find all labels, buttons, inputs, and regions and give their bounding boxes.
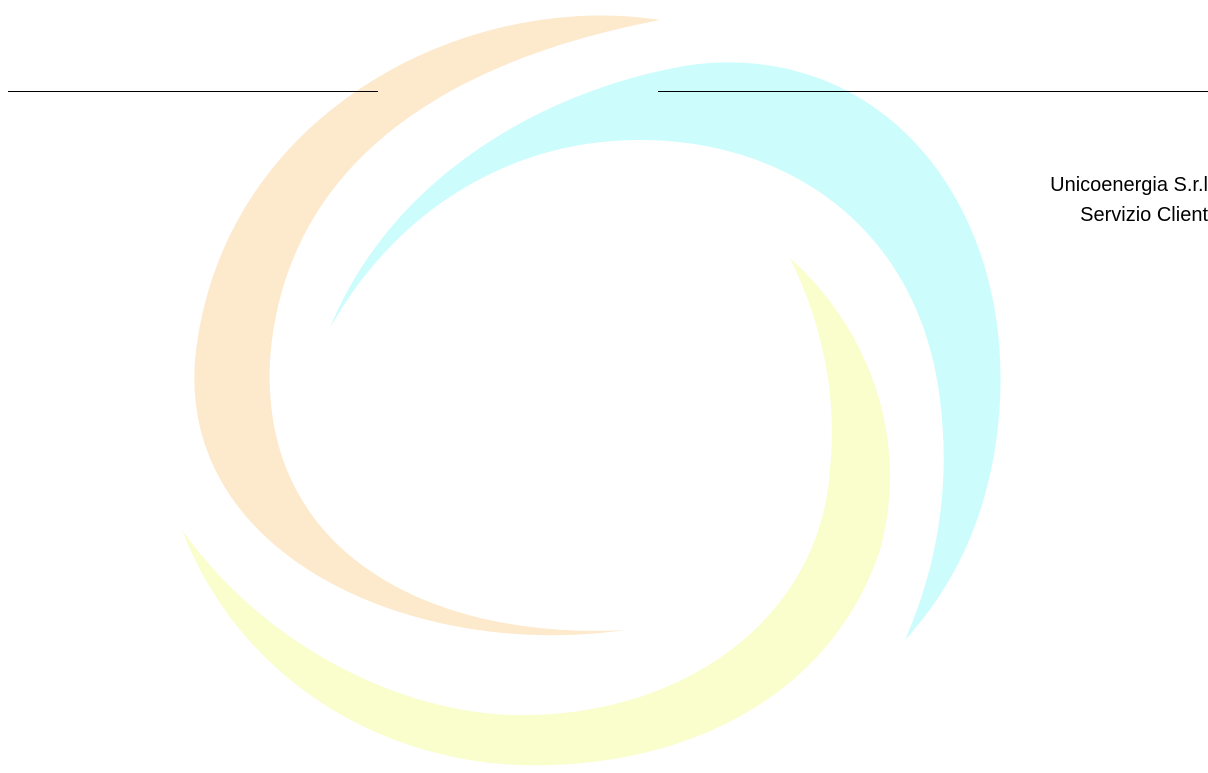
cyan-crescent	[330, 62, 1001, 640]
recipient-department: Servizio Client	[1080, 204, 1208, 226]
recipient-company: Unicoenergia S.r.l	[1050, 174, 1208, 196]
yellow-crescent	[182, 258, 890, 766]
signature-line-right	[658, 91, 1208, 92]
recipient-address-block: Unicoenergia S.r.l Servizio Client	[1050, 170, 1208, 230]
signature-line-left	[8, 91, 378, 92]
orange-crescent	[194, 15, 660, 636]
